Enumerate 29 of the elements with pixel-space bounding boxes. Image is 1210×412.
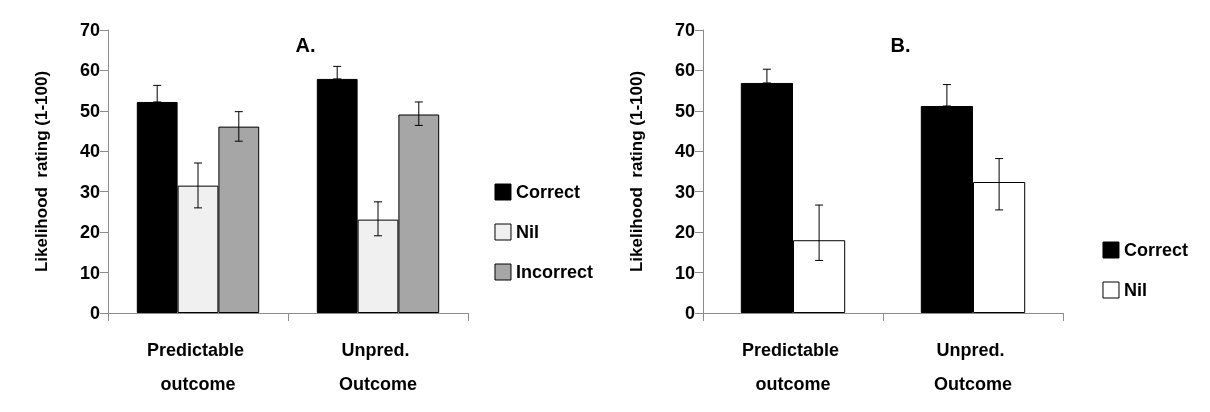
legend-label: Correct	[515, 182, 580, 202]
y-tick-label: 0	[684, 303, 695, 323]
y-tick-label: 40	[674, 141, 695, 162]
legend-label: Incorrect	[515, 262, 594, 282]
legend-label: Nil	[515, 222, 539, 242]
y-axis-title: Likelihood rating (1-100)	[627, 70, 646, 273]
y-tick-label: 10	[674, 262, 695, 283]
x-tick-label: Unpred. Outcome	[338, 340, 418, 394]
x-tick-label: Predictable outcome	[146, 340, 250, 394]
y-tick-label: 30	[79, 181, 100, 202]
legend-label: Correct	[1123, 240, 1189, 260]
y-tick-label: 60	[79, 60, 100, 81]
y-tick-label: 50	[79, 100, 100, 121]
chart-title: A.	[295, 34, 316, 56]
y-tick-label: 30	[674, 181, 695, 202]
y-tick-label: 10	[79, 262, 100, 283]
y-tick-label: 60	[674, 60, 695, 81]
y-tick-label: 40	[79, 141, 100, 162]
y-tick-label: 70	[674, 20, 695, 40]
y-tick-label: 70	[79, 20, 100, 40]
x-tick-label: Predictable outcome	[741, 340, 845, 394]
y-tick-label: 20	[674, 222, 695, 243]
legend-label: Nil	[1123, 280, 1147, 300]
y-tick-label: 0	[89, 303, 100, 323]
y-tick-label: 20	[79, 222, 100, 243]
x-tick-label: Unpred. Outcome	[933, 340, 1013, 394]
y-tick-label: 50	[674, 100, 695, 121]
chart-title: B.	[890, 34, 911, 56]
y-axis-title: Likelihood rating (1-100)	[32, 70, 51, 273]
